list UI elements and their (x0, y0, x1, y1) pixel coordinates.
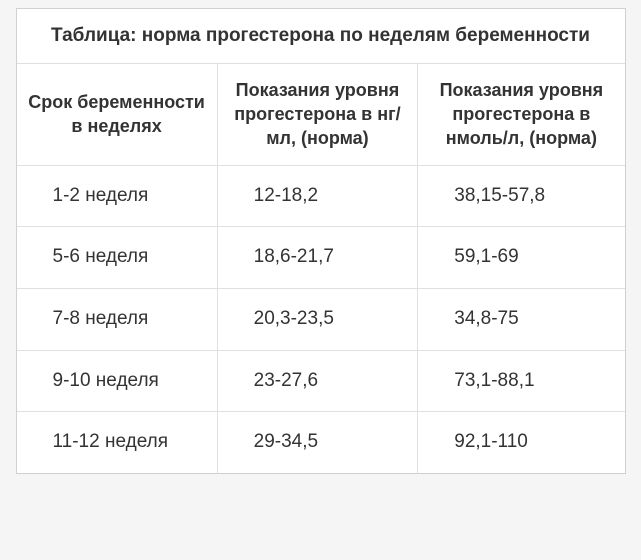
cell-ngml: 29-34,5 (217, 412, 418, 473)
cell-weeks: 5-6 неделя (17, 227, 218, 289)
table-row: 9-10 неделя 23-27,6 73,1-88,1 (17, 350, 625, 412)
table-row: 5-6 неделя 18,6-21,7 59,1-69 (17, 227, 625, 289)
table-row: 1-2 неделя 12-18,2 38,15-57,8 (17, 165, 625, 227)
table-header-row: Срок беременности в неделях Показания ур… (17, 64, 625, 165)
cell-ngml: 18,6-21,7 (217, 227, 418, 289)
progesterone-table-container: Таблица: норма прогестерона по неделям б… (16, 8, 626, 474)
progesterone-table: Срок беременности в неделях Показания ур… (17, 64, 625, 473)
col-header-ngml: Показания уровня прогестерона в нг/мл, (… (217, 64, 418, 165)
table-row: 7-8 неделя 20,3-23,5 34,8-75 (17, 288, 625, 350)
table-caption: Таблица: норма прогестерона по неделям б… (17, 9, 625, 64)
cell-weeks: 7-8 неделя (17, 288, 218, 350)
col-header-weeks: Срок беременности в неделях (17, 64, 218, 165)
col-header-nmoll: Показания уровня прогестерона в нмоль/л,… (418, 64, 625, 165)
cell-weeks: 11-12 неделя (17, 412, 218, 473)
cell-ngml: 20,3-23,5 (217, 288, 418, 350)
cell-nmoll: 92,1-110 (418, 412, 625, 473)
table-row: 11-12 неделя 29-34,5 92,1-110 (17, 412, 625, 473)
cell-weeks: 1-2 неделя (17, 165, 218, 227)
cell-nmoll: 34,8-75 (418, 288, 625, 350)
cell-ngml: 12-18,2 (217, 165, 418, 227)
cell-nmoll: 38,15-57,8 (418, 165, 625, 227)
cell-ngml: 23-27,6 (217, 350, 418, 412)
cell-nmoll: 73,1-88,1 (418, 350, 625, 412)
cell-nmoll: 59,1-69 (418, 227, 625, 289)
cell-weeks: 9-10 неделя (17, 350, 218, 412)
